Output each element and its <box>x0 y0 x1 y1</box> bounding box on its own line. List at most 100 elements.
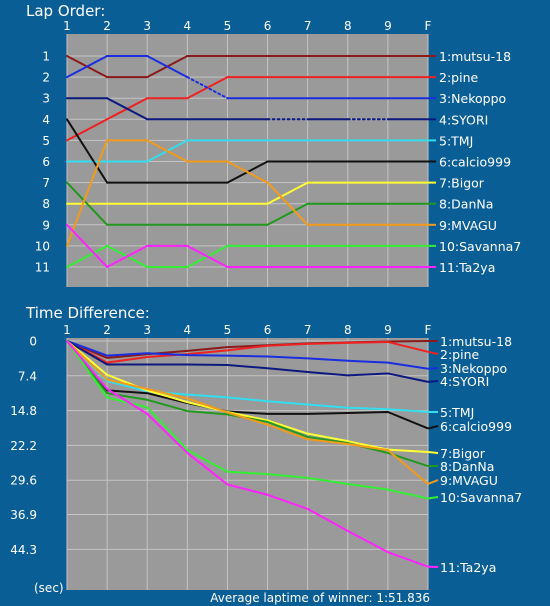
lap-line-segment <box>226 160 269 184</box>
lap-line-segment <box>106 97 149 121</box>
lap-series-11-ta2ya <box>66 223 429 268</box>
time-series-line <box>66 340 429 453</box>
time-x-tick-label: 1 <box>63 323 71 337</box>
lap-series-label: 2:pine <box>439 70 478 85</box>
lap-y-tick-label: 2 <box>42 71 50 85</box>
lap-series-label: 10:Savanna7 <box>439 239 521 254</box>
time-series-label: 2:pine <box>440 347 479 362</box>
time-series-label: 10:Savanna7 <box>440 490 522 505</box>
lap-series-label: 8:DanNa <box>439 197 493 212</box>
footer-note: Average laptime of winner: 1:51.836 <box>210 591 430 605</box>
time-series-11-ta2ya <box>66 340 429 568</box>
lap-line-segment <box>186 244 229 268</box>
lap-y-tick-label: 4 <box>42 113 50 127</box>
time-label-connector <box>427 350 439 355</box>
time-label-connector <box>427 380 439 383</box>
lap-x-tick-label: 4 <box>184 19 192 33</box>
lap-x-tick-label: 2 <box>103 19 111 33</box>
time-series-line <box>66 340 429 568</box>
time-label-connector <box>427 450 439 454</box>
time-series-label: 8:DanNa <box>440 459 494 474</box>
lap-y-tick-label: 8 <box>42 197 50 211</box>
time-y-tick-label: 14.8 <box>10 404 37 418</box>
time-label-connector <box>427 367 439 370</box>
time-series-line <box>66 340 429 383</box>
lap-series-2-pine <box>66 76 429 142</box>
lap-line-segment <box>66 139 109 247</box>
lap-line-segment <box>266 202 309 226</box>
lap-x-tick-label: 9 <box>384 19 392 33</box>
time-series-7-bigor <box>66 340 429 453</box>
lap-series-5-tmj <box>66 139 429 163</box>
lap-line-segment <box>186 76 229 100</box>
lap-line-segment <box>146 139 189 163</box>
lap-line-segment <box>66 55 109 79</box>
lap-series-label: 7:Bigor <box>439 176 485 191</box>
time-series-line <box>66 340 429 364</box>
lap-line-segment <box>146 55 189 79</box>
lap-x-tick-label: 5 <box>224 19 232 33</box>
lap-y-tick-label: 9 <box>42 218 50 232</box>
lap-x-tick-label: 1 <box>63 19 71 33</box>
time-x-tick-label: 2 <box>103 323 111 337</box>
lap-series-label: 1:mutsu-18 <box>439 49 511 64</box>
time-label-connector <box>427 496 439 500</box>
time-series-9-mvagu <box>66 340 429 485</box>
time-y-tick-label: 0 <box>29 335 37 349</box>
time-x-tick-label: F <box>425 323 432 337</box>
lap-y-tick-label: 5 <box>42 134 50 148</box>
lap-series-label: 3:Nekoppo <box>439 91 506 106</box>
lap-series-9-mvagu <box>66 139 429 247</box>
y-unit-label: (sec) <box>34 581 64 595</box>
time-x-tick-label: 7 <box>304 323 312 337</box>
lap-line-segment <box>66 118 109 184</box>
time-y-tick-label: 29.6 <box>10 474 37 488</box>
time-x-tick-label: 9 <box>384 323 392 337</box>
time-x-tick-label: 8 <box>344 323 352 337</box>
lap-line-segment <box>66 118 109 142</box>
lap-line-segment <box>66 223 109 268</box>
time-series-3-nekoppo <box>66 340 429 370</box>
time-x-tick-label: 6 <box>264 323 272 337</box>
lap-order-chart: 1 2 3 4 5 6 7 8 9 F 1 2 3 4 5 6 7 8 9 10 11 1:mutsu-18 2:pine 3… <box>35 19 521 287</box>
time-series-label: 5:TMJ <box>440 405 474 420</box>
time-diff-title: Time Difference: <box>25 304 150 322</box>
time-x-tick-label: 4 <box>184 323 192 337</box>
lap-y-tick-label: 10 <box>35 239 50 253</box>
time-y-tick-label: 36.9 <box>10 508 37 522</box>
lap-series-6-calcio999 <box>66 118 429 184</box>
time-plot-area <box>67 338 428 590</box>
time-series-line <box>66 340 429 430</box>
lap-series-3-nekoppo <box>66 55 429 100</box>
time-series-label: 11:Ta2ya <box>440 560 496 575</box>
lap-series-label: 6:calcio999 <box>439 155 511 170</box>
lap-series-label: 11:Ta2ya <box>439 260 495 275</box>
lap-line-segment <box>266 181 309 205</box>
time-series-4-syori <box>66 340 429 383</box>
time-label-connector <box>427 425 439 430</box>
time-y-tick-label: 22.2 <box>10 439 37 453</box>
lap-series-label: 4:SYORI <box>439 112 488 127</box>
lap-y-tick-label: 7 <box>42 176 50 190</box>
lap-series-label: 9:MVAGU <box>439 218 497 233</box>
time-series-5-tmj <box>66 340 429 414</box>
lap-y-tick-label: 6 <box>42 155 50 169</box>
lap-line-segment <box>66 244 109 268</box>
time-series-line <box>66 340 429 414</box>
time-series-6-calcio999 <box>66 340 429 430</box>
lap-series-label: 5:TMJ <box>439 133 473 148</box>
lap-series-8-danna <box>66 181 429 226</box>
time-series-label: 7:Bigor <box>440 446 486 461</box>
time-series-line <box>66 340 429 370</box>
lap-x-tick-label: 7 <box>304 19 312 33</box>
lap-y-tick-label: 11 <box>35 261 50 275</box>
lap-x-tick-label: 3 <box>143 19 151 33</box>
time-series-label: 9:MVAGU <box>440 473 498 488</box>
time-x-tick-label: 5 <box>224 323 232 337</box>
time-difference-chart: 1 2 3 4 5 6 7 8 9 F 0 7.4 14.8 22.2 29.6 36.9 44.3 1:muts… <box>10 323 522 590</box>
time-series-label: 1:mutsu-18 <box>440 334 512 349</box>
time-series-line <box>66 340 429 485</box>
time-x-tick-label: 3 <box>143 323 151 337</box>
time-series-label: 6:calcio999 <box>440 419 512 434</box>
